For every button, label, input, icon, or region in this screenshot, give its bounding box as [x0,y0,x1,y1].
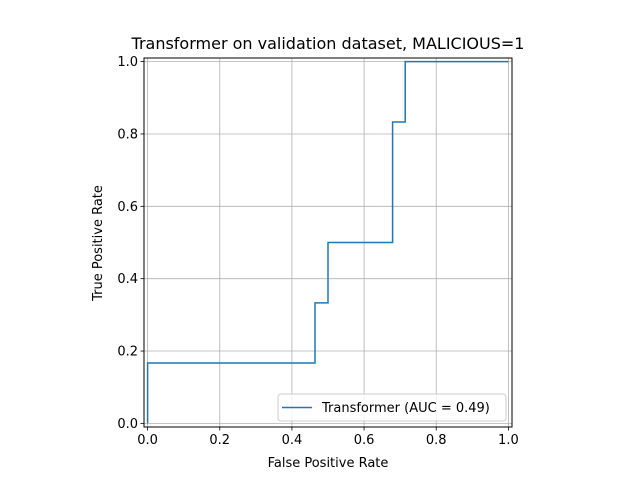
x-tick-label: 0.8 [426,433,447,448]
x-tick-label: 0.4 [282,433,303,448]
roc-curve-line [146,60,509,424]
y-axis-label: True Positive Rate [91,185,106,302]
y-tick-label: 0.0 [117,417,138,432]
ticks: 0.0 0.2 0.4 0.6 0.8 1.0 0.0 0.2 0.4 0.6 0.8 1.0 [117,55,518,448]
x-tick-label: 0.0 [137,433,158,448]
y-tick-label: 0.2 [117,345,138,360]
chart-title: Transformer on validation dataset, MALIC… [131,34,525,53]
y-tick-label: 1.0 [117,55,138,70]
y-tick-label: 0.6 [117,200,138,215]
x-tick-label: 0.2 [209,433,230,448]
series-layer [146,60,509,424]
x-tick-label: 0.6 [354,433,375,448]
grid [144,58,512,427]
legend-label: Transformer (AUC = 0.49) [321,401,490,416]
x-axis-label: False Positive Rate [268,456,389,471]
axes-frame [143,57,513,428]
y-tick-label: 0.8 [117,127,138,142]
y-tick-label: 0.4 [117,272,138,287]
legend: Transformer (AUC = 0.49) [277,393,507,422]
x-tick-label: 1.0 [498,433,519,448]
legend-box [277,393,507,422]
